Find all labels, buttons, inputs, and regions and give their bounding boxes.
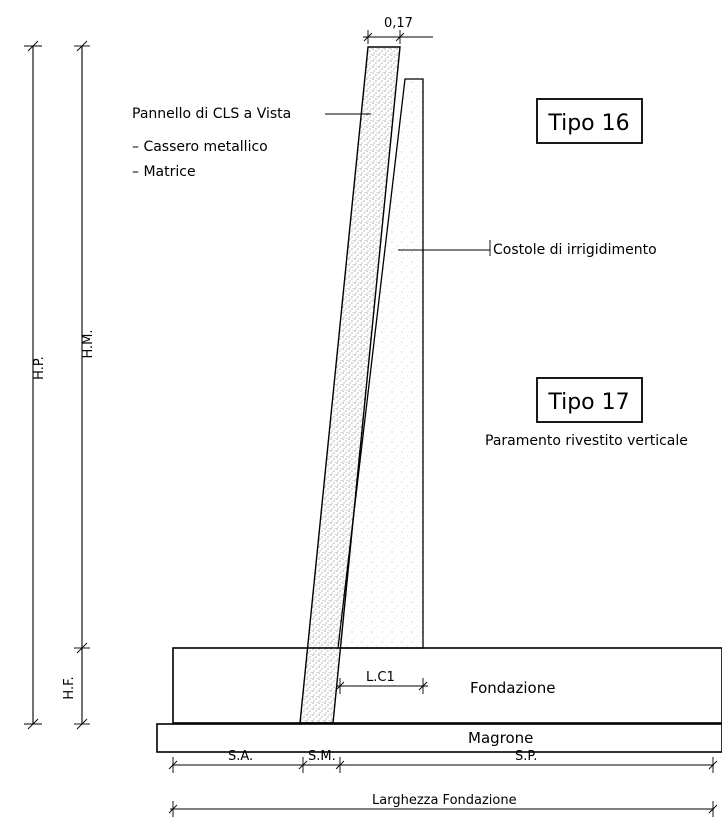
panel-label: Pannello di CLS a Vista [132,106,291,122]
type16-box [536,98,643,144]
matrix-label: – Matrice [132,164,196,180]
formwork-label: – Cassero metallico [132,139,268,155]
hp-dimension [24,40,42,730]
type16-label: Tipo 16 [547,111,629,136]
thickness-label: 0,17 [384,16,413,31]
hf-label: H.F. [62,676,77,699]
lc1-label: L.C1 [366,670,395,685]
sa-label: S.A. [228,749,253,764]
type17-description: Paramento rivestito verticale [485,433,688,449]
hm-label: H.M. [81,329,96,358]
foundation-slab [172,647,722,724]
sm-label: S.M. [308,749,336,764]
lc1-dimension [335,678,428,694]
thickness-dimension [363,30,433,44]
sp-label: S.P. [515,749,537,764]
lean-concrete-slab [156,723,722,753]
ribs-label: Costole di irrigidimento [493,242,657,258]
hf-dimension [74,648,90,730]
bottom-dimension-row [168,757,718,773]
concrete-panel [299,46,401,724]
foundation-width-dimension [168,801,718,817]
type17-label: Tipo 17 [547,390,629,415]
lean-concrete-label: Magrone [468,729,533,747]
stiffening-ribs [337,78,424,649]
foundation-label: Fondazione [470,679,555,697]
hp-label: H.P. [32,356,47,380]
type17-box [536,377,643,423]
foundation-width-label: Larghezza Fondazione [372,793,517,808]
